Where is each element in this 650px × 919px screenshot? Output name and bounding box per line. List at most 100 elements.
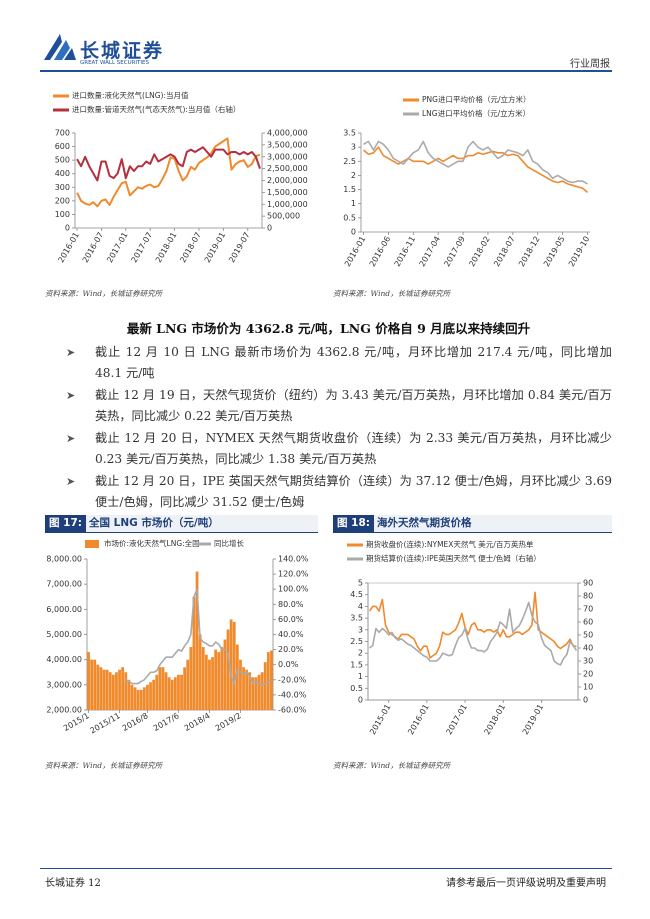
bullet-icon: ➤: [66, 432, 76, 445]
bar: [201, 647, 205, 710]
y2-tick-label: 4,000,000: [267, 129, 308, 138]
y2-tick-label: 140.0%: [278, 555, 309, 564]
y2-tick-label: 40: [583, 644, 593, 653]
x-tick-label: 2019-01: [203, 231, 228, 264]
bar: [111, 674, 115, 710]
logo-text: 长城证券: [80, 40, 165, 62]
y2-tick-label: 90: [583, 579, 593, 588]
y-tick-label: 0: [65, 224, 70, 233]
y2-tick-label: 10: [583, 683, 593, 692]
bar: [192, 596, 196, 710]
x-tick-label: 2016-01: [56, 231, 81, 264]
x-tick-label: 2016-01: [343, 235, 368, 268]
bar: [226, 629, 230, 710]
x-tick-label: 2018-07: [492, 235, 517, 268]
y-tick-label: 3: [351, 143, 356, 152]
y-tick-label: 3,000.00: [46, 680, 82, 689]
y2-tick-label: 30: [583, 657, 593, 666]
bar: [211, 657, 214, 710]
y-tick-label: 6,000.00: [46, 605, 82, 614]
x-tick-label: 2018-07: [178, 231, 203, 264]
bar: [242, 667, 245, 710]
bar: [214, 649, 218, 710]
y-tick-label: 2: [358, 649, 363, 658]
legend-label: 进口数量:管道天然气(气态天然气):当月值（右轴）: [72, 104, 240, 114]
line-series: [368, 591, 577, 659]
x-tick-label: 2017-04: [418, 235, 443, 268]
y-tick-label: 1: [358, 672, 363, 681]
y2-tick-label: 2,000,000: [267, 176, 308, 185]
footer-rule: [40, 868, 612, 869]
bar: [149, 682, 152, 710]
x-tick-label: 2017-01: [105, 231, 130, 264]
y-tick-label: 0: [351, 228, 356, 237]
bar: [245, 669, 249, 710]
bar: [183, 667, 187, 710]
source-note: 资料来源：Wind，长城证券研究所: [45, 761, 163, 770]
bar: [263, 662, 267, 710]
legend-label: 期货收盘价(连续):NYMEX天然气 美元/百万英热单: [366, 539, 534, 549]
bar: [93, 659, 97, 710]
legend-label: 同比增长: [214, 538, 244, 548]
bar: [180, 674, 183, 710]
legend-label: LNG进口平均价格（元/立方米）: [422, 108, 530, 118]
y-tick-label: 8,000.00: [46, 555, 82, 564]
y-tick-label: 2,000.00: [46, 706, 82, 715]
footer-left: 长城证券 12: [45, 878, 101, 889]
paragraph: 截止 12 月 20 日，NYMEX 天然气期货收盘价（连续）为 2.33 美元…: [95, 431, 612, 466]
bar: [108, 672, 112, 710]
y-tick-label: 600: [55, 142, 70, 151]
chart: 0 100 200 300 400 500 600 700 0 500,000 1,000,000 1…: [53, 90, 308, 264]
bar: [124, 672, 128, 710]
paragraph: 截止 12 月 10 日 LNG 最新市场价为 4362.8 元/吨，月环比增加…: [95, 345, 612, 380]
y-tick-label: 0.5: [350, 684, 363, 693]
bar: [229, 619, 233, 710]
x-tick-label: 2018-01: [154, 231, 179, 264]
x-tick-label: 2019-01: [521, 703, 546, 736]
x-tick-label: 2017-09: [442, 235, 467, 268]
y-tick-label: 4: [358, 602, 363, 611]
y-tick-label: 1.5: [343, 185, 356, 194]
bar: [235, 644, 239, 710]
y2-tick-label: 50: [583, 631, 593, 640]
bar: [136, 689, 140, 710]
figure-title: 全国 LNG 市场价（元/吨）: [88, 517, 219, 529]
y-tick-label: 4,000.00: [46, 655, 82, 664]
x-tick-label: 2017/6: [152, 711, 181, 733]
bar: [164, 672, 168, 710]
x-tick-label: 2018-01: [483, 703, 508, 736]
bar: [208, 659, 211, 710]
y-tick-label: 300: [55, 183, 70, 192]
y2-tick-label: 0: [267, 224, 272, 233]
y-tick-label: 3: [358, 625, 363, 634]
y-tick-label: 0: [358, 696, 363, 705]
x-tick-label: 2016/8: [121, 711, 150, 733]
chart: 2,000.00 3,000.00 4,000.00 5,000.00 6,000.00…: [46, 538, 309, 736]
line-series: [369, 601, 578, 666]
footer-right: 请参考最后一页评级说明及重要声明: [446, 878, 606, 889]
bullet-icon: ➤: [66, 475, 76, 488]
bar: [155, 674, 159, 710]
bar: [96, 664, 100, 710]
x-tick-label: 2015-01: [368, 703, 393, 736]
y-tick-label: 4.5: [350, 590, 363, 599]
source-note: 资料来源：Wind，长城证券研究所: [333, 761, 451, 770]
bar: [239, 659, 242, 710]
legend-label: 进口数量:液化天然气(LNG):当月值: [72, 90, 189, 100]
y-tick-label: 0.5: [343, 213, 356, 222]
bar: [170, 679, 174, 710]
y-tick-label: 1: [351, 199, 356, 208]
y2-tick-label: 3,500,000: [267, 140, 308, 149]
bar: [189, 647, 193, 710]
x-tick-label: 2016-06: [368, 235, 393, 268]
legend-label: 期货结算价(连续):IPE英国天然气 便士/色姆（右轴）: [366, 553, 541, 563]
source-note: 资料来源：Wind，长城证券研究所: [45, 289, 163, 298]
y2-tick-label: 2,500,000: [267, 164, 308, 173]
y-tick-label: 2.5: [350, 637, 363, 646]
x-tick-label: 2016-11: [393, 235, 418, 268]
bar: [204, 654, 208, 710]
y-tick-label: 1.5: [350, 660, 363, 669]
bar: [87, 652, 90, 710]
x-tick-label: 2018-02: [467, 235, 492, 268]
line-series: [363, 140, 588, 185]
